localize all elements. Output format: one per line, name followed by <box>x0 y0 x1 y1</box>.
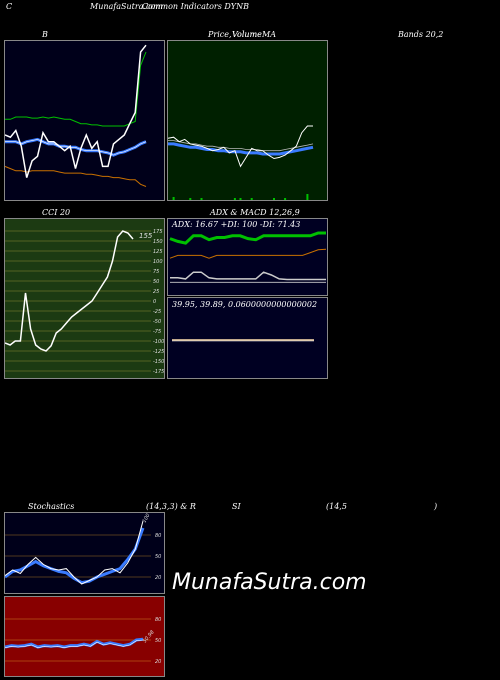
bb-middle-inner-line <box>5 139 147 156</box>
volume-bar <box>250 198 253 200</box>
header-title-a: MunafaSutra.com <box>90 2 163 11</box>
volume-bar <box>172 197 175 200</box>
price-line <box>168 125 313 168</box>
stoch-label-d: (14,5 <box>326 502 347 511</box>
rsi-tick-label: 20 <box>155 659 161 665</box>
bb-upper-line <box>5 51 147 127</box>
cci-tick-label: 25 <box>153 289 159 295</box>
price-chart <box>168 125 314 200</box>
volume-bar <box>284 198 287 200</box>
cci-tick-label: 50 <box>153 279 159 285</box>
cci-tick-label: 150 <box>153 239 163 245</box>
volume-bar <box>273 198 275 200</box>
cci-tick-label: 100 <box>153 259 163 265</box>
bands-label: Bands 20,2 <box>398 30 444 39</box>
stoch-tick-label: 50 <box>155 554 161 560</box>
cci-panel: 175 150 125 100 75 50 25 0 -25 -50 -75 -100 -125 -150… <box>4 218 165 379</box>
bollinger-chart <box>5 44 147 187</box>
cci-value-label: 155 <box>139 232 153 240</box>
volume-bar <box>189 198 192 200</box>
rsi-tick-label: 50 <box>155 638 161 644</box>
rsi-panel: 80 50 20 50.98 <box>4 596 165 677</box>
macd-chart <box>172 339 314 342</box>
macd-readout: 39.95, 39.89, 0.0600000000000002 <box>172 300 318 309</box>
bollinger-panel <box>4 40 165 201</box>
bb-close-line <box>5 44 147 178</box>
adx-chart <box>169 231 327 283</box>
price-label-d: MA <box>262 30 276 39</box>
cci-tick-label: 75 <box>153 269 159 275</box>
stoch-label-c: SI <box>232 502 241 511</box>
volume-bar <box>200 198 203 200</box>
header-left: C <box>6 2 13 11</box>
cci-tick-label: -150 <box>153 359 164 365</box>
stoch-chart: 80 50 20 100 <box>5 513 161 585</box>
cci-tick-label: -100 <box>153 339 164 345</box>
adx-line <box>170 271 326 281</box>
adx-panel: ADX: 16.67 +DI: 100 -DI: 71.43 <box>167 218 328 296</box>
rsi-tick-label: 80 <box>155 617 161 623</box>
adx-plus-di-line <box>169 231 326 245</box>
volume-bar <box>233 198 236 200</box>
cci-tick-label: 0 <box>153 299 156 305</box>
watermark: MunafaSutra.com <box>172 570 367 595</box>
cci-label: CCI 20 <box>42 208 71 217</box>
header-title-b: Common Indicators DYNB <box>142 2 249 11</box>
bb-label: B <box>42 30 48 39</box>
stoch-label-a: Stochastics <box>28 502 75 511</box>
adx-minus-di-line <box>169 248 327 259</box>
price-ma-long-line <box>168 140 314 152</box>
cci-tick-label: -75 <box>153 329 161 335</box>
price-label-c: Volume <box>232 30 262 39</box>
cci-tick-label: -175 <box>153 369 164 375</box>
stoch-tick-label: 20 <box>155 575 161 581</box>
adx-readout: ADX: 16.67 +DI: 100 -DI: 71.43 <box>172 220 301 229</box>
cci-tick-label: 175 <box>153 229 163 235</box>
cci-line <box>5 230 134 352</box>
cci-tick-label: -125 <box>153 349 164 355</box>
stoch-k-line <box>5 520 144 585</box>
macd-panel: 39.95, 39.89, 0.0600000000000002 <box>167 297 328 379</box>
adx-label: ADX & MACD 12,26,9 <box>210 208 300 217</box>
price-label-b: Volume <box>232 30 262 39</box>
stoch-d-line <box>5 527 145 585</box>
volume-bar <box>306 194 309 200</box>
stoch-tick-label: 80 <box>155 533 161 539</box>
stoch-label-e: ) <box>434 502 438 511</box>
volume-bar <box>239 198 242 200</box>
cci-chart: 175 150 125 100 75 50 25 0 -25 -50 -75 -100 -125 -150… <box>5 229 164 375</box>
stoch-label-b: (14,3,3) & R <box>146 502 196 511</box>
price-label-a: Price, <box>208 30 232 39</box>
rsi-chart: 80 50 20 50.98 <box>5 617 161 665</box>
cci-tick-label: -25 <box>153 309 161 315</box>
price-panel <box>167 40 328 201</box>
rsi-value-label: 50.98 <box>142 629 156 644</box>
stoch-value-label: 100 <box>142 513 152 524</box>
rsi-inner-line <box>5 639 144 649</box>
price-ma-line <box>168 142 314 156</box>
stoch-panel: 80 50 20 100 <box>4 512 165 594</box>
rsi-line <box>5 637 144 649</box>
cci-tick-label: -50 <box>153 319 161 325</box>
cci-tick-label: 125 <box>153 249 163 255</box>
